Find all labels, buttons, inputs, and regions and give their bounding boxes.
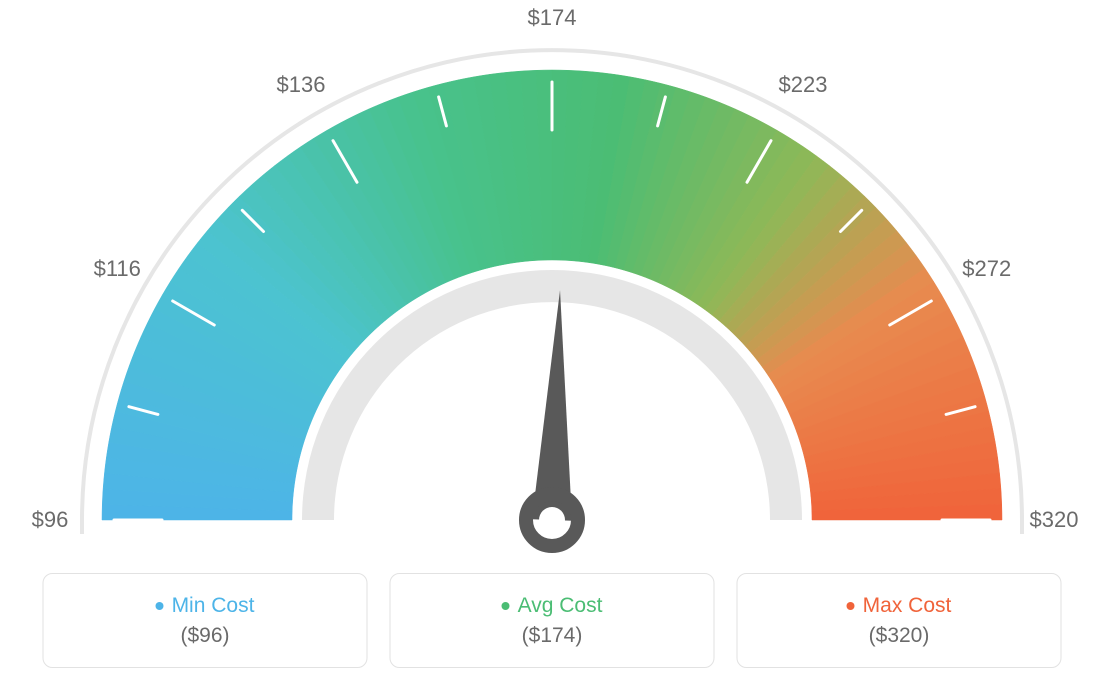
gauge-tick-label: $320 <box>1030 507 1079 533</box>
gauge-tick-label: $272 <box>962 256 1011 282</box>
legend-avg-value: ($174) <box>522 624 583 648</box>
gauge-tick-label: $116 <box>94 256 141 282</box>
gauge-tick-label: $96 <box>32 507 69 533</box>
legend-max: Max Cost ($320) <box>737 573 1062 668</box>
cost-gauge: $96$116$136$174$223$272$320 <box>32 20 1072 560</box>
legend-min-label: Min Cost <box>156 594 255 618</box>
legend-max-label: Max Cost <box>847 594 952 618</box>
gauge-tick-label: $136 <box>277 72 326 98</box>
legend-min: Min Cost ($96) <box>43 573 368 668</box>
legend-avg-label: Avg Cost <box>502 594 603 618</box>
gauge-needle <box>532 290 572 521</box>
legend-max-value: ($320) <box>869 624 930 648</box>
legend-row: Min Cost ($96) Avg Cost ($174) Max Cost … <box>43 573 1062 668</box>
legend-avg: Avg Cost ($174) <box>390 573 715 668</box>
legend-min-value: ($96) <box>180 624 229 648</box>
gauge-tick-label: $174 <box>528 5 577 31</box>
gauge-tick-label: $223 <box>779 72 828 98</box>
gauge-svg <box>32 20 1072 560</box>
